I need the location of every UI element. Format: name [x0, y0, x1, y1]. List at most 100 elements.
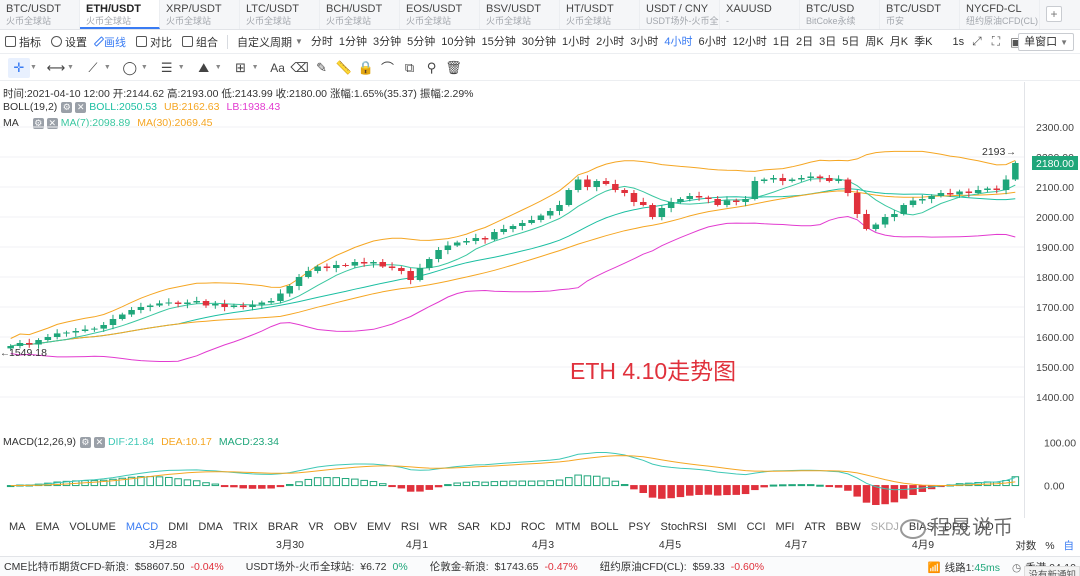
indicator-tab[interactable]: ATR	[804, 521, 826, 533]
indicator-tab[interactable]: MTM	[555, 521, 581, 533]
period-button[interactable]: 3日	[819, 35, 837, 48]
second-period-button[interactable]: 1s	[952, 35, 965, 48]
parallel-lines-icon[interactable]: ☰	[160, 59, 173, 75]
period-button[interactable]: 6小时	[698, 35, 727, 48]
settings-button[interactable]: 设置	[46, 32, 92, 52]
close-icon[interactable]: ✕	[75, 101, 87, 113]
symbol-tab[interactable]: XRP/USDT 火币全球站	[160, 0, 240, 29]
indicator-tab[interactable]: MACD	[125, 521, 159, 533]
log-scale-toggle[interactable]: 对数	[1015, 540, 1037, 552]
period-button[interactable]: 1日	[772, 35, 791, 48]
ticker-item[interactable]: CME比特币期货CFD-新浪: $58607.50 -0.04%	[4, 559, 224, 574]
text-icon[interactable]: Aa	[270, 60, 285, 75]
percent-scale-toggle[interactable]: %	[1045, 540, 1055, 552]
draw-button[interactable]: 画线	[92, 32, 131, 52]
combine-button[interactable]: 组合	[177, 32, 223, 52]
segment-icon[interactable]: ⟷	[46, 59, 66, 75]
magnet-icon[interactable]: ⌒	[381, 61, 395, 76]
symbol-tab[interactable]: BTC/USD BitCoke永续	[800, 0, 880, 29]
period-button[interactable]: 2日	[796, 35, 814, 48]
macd-chart[interactable]: 100.00 0.00	[0, 432, 1080, 518]
custom-period-dropdown[interactable]: 自定义周期 ▼	[232, 32, 308, 52]
chevron-down-icon[interactable]: ▼	[103, 64, 111, 71]
indicator-tab[interactable]: DPO	[943, 521, 968, 533]
period-button[interactable]: 5日	[842, 35, 860, 48]
chevron-down-icon[interactable]: ▼	[30, 64, 37, 71]
price-chart[interactable]: 2300.002200.002100.002000.001900.001800.…	[0, 82, 1080, 427]
symbol-tab[interactable]: LTC/USDT 火币全球站	[240, 0, 320, 29]
period-button[interactable]: 周K	[865, 35, 884, 48]
image-icon[interactable]: ⛰	[198, 59, 210, 75]
chevron-down-icon[interactable]: ▼	[177, 64, 185, 71]
symbol-tab[interactable]: EOS/USDT 火币全球站	[400, 0, 480, 29]
gear-icon[interactable]: ⚙	[32, 117, 44, 129]
period-button[interactable]: 3分钟	[373, 35, 402, 48]
indicator-tab[interactable]: OBV	[333, 521, 357, 533]
indicator-tab[interactable]: BBW	[835, 521, 861, 533]
period-button[interactable]: 4小时	[664, 35, 693, 48]
symbol-tab[interactable]: BSV/USDT 火币全球站	[480, 0, 560, 29]
period-button[interactable]: 2小时	[596, 35, 625, 48]
chevron-down-icon[interactable]: ▼	[214, 64, 222, 71]
eraser-icon[interactable]: ⌫	[290, 59, 309, 75]
period-button[interactable]: 月K	[889, 35, 909, 48]
chevron-down-icon[interactable]: ▼	[251, 64, 259, 71]
symbol-tab[interactable]: BTC/USDT 火币全球站	[0, 0, 80, 29]
indicator-tab[interactable]: CCI	[746, 521, 766, 533]
gear-icon[interactable]: ⚙	[61, 101, 73, 113]
gear-icon[interactable]: ⚙	[79, 436, 91, 448]
symbol-tab[interactable]: BTC/USDT 币安	[880, 0, 960, 29]
indicator-tab[interactable]: MFI	[775, 521, 795, 533]
chevron-down-icon[interactable]: ▼	[140, 64, 148, 71]
period-button[interactable]: 3小时	[630, 35, 659, 48]
symbol-tab[interactable]: NYCFD-CL 纽约原油CFD(CL)	[960, 0, 1040, 29]
snapshot-icon[interactable]: ▣	[1010, 34, 1022, 49]
ticker-item[interactable]: 伦敦金-新浪: $1743.65 -0.47%	[430, 559, 578, 574]
symbol-tab[interactable]: XAUUSD -	[720, 0, 800, 29]
add-tab-button[interactable]: +	[1046, 6, 1062, 22]
window-mode-select[interactable]: 单窗口 ▼	[1018, 33, 1074, 51]
indicator-tab[interactable]: DMA	[198, 521, 223, 533]
period-button[interactable]: 30分钟	[521, 35, 557, 48]
period-button[interactable]: 12小时	[732, 35, 767, 48]
period-button[interactable]: 分时	[310, 35, 333, 48]
indicator-tab[interactable]: MA	[9, 521, 26, 533]
lock-icon[interactable]: 🔒	[357, 59, 374, 75]
indicator-tab[interactable]: EMA	[35, 521, 60, 533]
indicator-tab[interactable]: PSY	[628, 521, 651, 533]
indicator-tab[interactable]: KDJ	[490, 521, 511, 533]
grid-icon[interactable]: ⊞	[235, 59, 247, 75]
period-button[interactable]: 15分钟	[481, 35, 516, 48]
chevron-down-icon[interactable]: ▼	[66, 64, 74, 71]
indicator-tab[interactable]: VR	[308, 521, 324, 533]
symbol-tab[interactable]: USDT / CNY USDT场外-火币全...	[640, 0, 720, 29]
indicator-tab[interactable]: TRIX	[232, 521, 258, 533]
ticker-item[interactable]: USDT场外-火币全球站: ¥6.72 0%	[246, 559, 408, 574]
pin-icon[interactable]: ⚲	[426, 59, 437, 75]
symbol-tab[interactable]: HT/USDT 火币全球站	[560, 0, 640, 29]
symbol-tab[interactable]: ETH/USDT 火币全球站	[80, 0, 160, 29]
ellipse-icon[interactable]: ◯	[122, 59, 138, 75]
indicator-tab[interactable]: SMI	[717, 521, 737, 533]
notification-badge[interactable]: 没有新通知	[1024, 566, 1080, 576]
period-button[interactable]: 5分钟	[407, 35, 436, 48]
period-button[interactable]: 1小时	[562, 35, 591, 48]
indicator-tab[interactable]: StochRSI	[660, 521, 708, 533]
trendline-icon[interactable]: ⟋	[88, 59, 98, 75]
indicator-tab[interactable]: ROC	[520, 521, 546, 533]
close-icon[interactable]: ✕	[46, 117, 58, 129]
expand-icon[interactable]: ⤢	[972, 34, 982, 48]
period-button[interactable]: 1分钟	[338, 35, 368, 48]
indicator-tab[interactable]: BRAR	[267, 521, 299, 533]
ruler-icon[interactable]: 📏	[335, 59, 352, 75]
indicator-tab[interactable]: SKDJ	[870, 521, 899, 533]
indicator-tab[interactable]: VOLUME	[69, 521, 116, 533]
crosshair-icon[interactable]: ✛	[8, 57, 30, 78]
copy-icon[interactable]: ⧉	[404, 59, 415, 75]
indicator-tab[interactable]: BOLL	[590, 521, 619, 533]
brush-icon[interactable]: ✎	[316, 59, 328, 75]
close-icon[interactable]: ✕	[93, 436, 105, 448]
indicator-tab[interactable]: EMV	[366, 521, 391, 533]
symbol-tab[interactable]: BCH/USDT 火币全球站	[320, 0, 400, 29]
compare-button[interactable]: 对比	[131, 32, 177, 52]
